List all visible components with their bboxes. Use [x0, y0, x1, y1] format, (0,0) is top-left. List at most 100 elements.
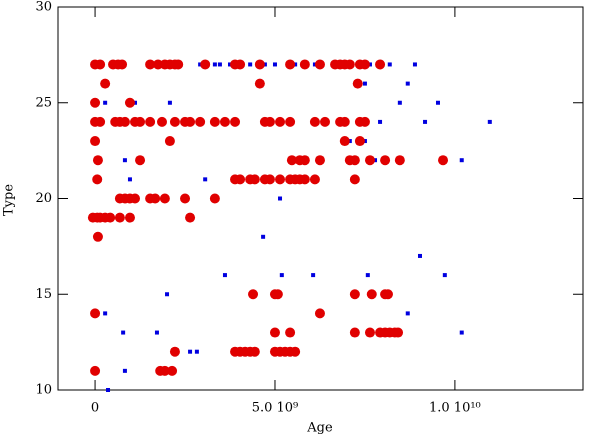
- point: [299, 155, 310, 166]
- point: [145, 59, 156, 70]
- point: [349, 155, 360, 166]
- point: [417, 253, 422, 258]
- point: [235, 59, 246, 70]
- point: [249, 346, 260, 357]
- point: [382, 289, 393, 300]
- point: [378, 119, 383, 124]
- point: [222, 273, 227, 278]
- point: [405, 81, 410, 86]
- point: [159, 193, 170, 204]
- point: [135, 116, 146, 127]
- point: [106, 388, 111, 392]
- point: [194, 349, 199, 354]
- point: [150, 193, 161, 204]
- point: [100, 78, 111, 89]
- point: [90, 97, 101, 108]
- point: [275, 174, 286, 185]
- point: [159, 365, 170, 376]
- point: [92, 155, 103, 166]
- point: [200, 59, 211, 70]
- point: [124, 212, 135, 223]
- point: [364, 155, 375, 166]
- point: [235, 174, 246, 185]
- point: [92, 231, 103, 242]
- point: [249, 174, 260, 185]
- point: [459, 330, 464, 335]
- point: [264, 174, 275, 185]
- point: [167, 100, 172, 105]
- point: [217, 62, 222, 67]
- point: [209, 193, 220, 204]
- point: [121, 330, 126, 335]
- point: [272, 62, 277, 67]
- point: [209, 116, 220, 127]
- point: [173, 59, 184, 70]
- point: [272, 289, 283, 300]
- x-tick-label: 5.0 10⁹: [252, 401, 299, 416]
- point: [230, 116, 241, 127]
- point: [423, 119, 428, 124]
- point: [275, 116, 286, 127]
- point: [412, 62, 417, 67]
- point: [314, 155, 325, 166]
- point: [299, 174, 310, 185]
- point: [90, 365, 101, 376]
- point: [278, 196, 283, 201]
- point: [156, 116, 167, 127]
- point: [394, 155, 405, 166]
- point: [154, 330, 159, 335]
- point: [314, 308, 325, 319]
- point: [365, 273, 370, 278]
- point: [122, 158, 127, 163]
- point: [254, 78, 265, 89]
- point: [127, 177, 132, 182]
- point: [354, 136, 365, 147]
- point: [339, 136, 350, 147]
- point: [261, 234, 266, 239]
- point: [103, 100, 108, 105]
- point: [380, 155, 391, 166]
- point: [290, 346, 301, 357]
- point: [90, 136, 101, 147]
- point: [124, 97, 135, 108]
- point: [352, 78, 363, 89]
- point: [264, 116, 275, 127]
- point: [349, 174, 360, 185]
- x-tick-label: 1.0 10¹⁰: [429, 401, 481, 416]
- point: [286, 155, 297, 166]
- point: [95, 59, 106, 70]
- point: [254, 59, 265, 70]
- point: [169, 346, 180, 357]
- point: [285, 116, 296, 127]
- point: [117, 59, 128, 70]
- point: [393, 327, 404, 338]
- point: [262, 62, 267, 67]
- point: [285, 59, 296, 70]
- point: [188, 349, 193, 354]
- point: [375, 59, 386, 70]
- y-tick-label: 15: [35, 287, 52, 302]
- point: [285, 327, 296, 338]
- point: [279, 273, 284, 278]
- point: [269, 327, 280, 338]
- point: [339, 116, 350, 127]
- point: [135, 155, 146, 166]
- point: [293, 62, 298, 67]
- x-tick-label: 0: [91, 401, 99, 416]
- point: [95, 116, 106, 127]
- point: [92, 174, 103, 185]
- point: [344, 59, 355, 70]
- point: [105, 212, 116, 223]
- point: [228, 62, 233, 67]
- point: [103, 311, 108, 316]
- point: [387, 62, 392, 67]
- point: [180, 193, 191, 204]
- point: [349, 289, 360, 300]
- point: [364, 327, 375, 338]
- point: [438, 155, 449, 166]
- point: [248, 62, 253, 67]
- x-axis-label: Age: [306, 421, 333, 435]
- point: [145, 116, 156, 127]
- point: [362, 81, 367, 86]
- point: [212, 62, 217, 67]
